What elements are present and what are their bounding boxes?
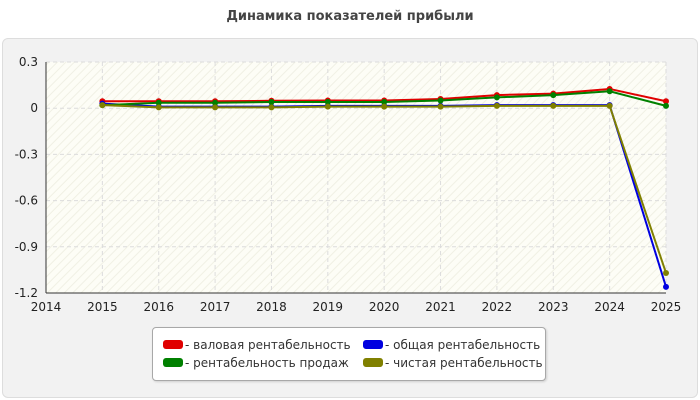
legend-item-0: - валовая рентабельность bbox=[163, 336, 351, 354]
y-tick-label: 0 bbox=[30, 101, 38, 115]
legend-swatch-2 bbox=[163, 358, 183, 367]
data-point-2 bbox=[212, 99, 219, 106]
chart-title: Динамика показателей прибыли bbox=[226, 9, 474, 24]
legend-swatch-3 bbox=[363, 358, 383, 367]
data-point-2 bbox=[493, 94, 500, 101]
data-point-3 bbox=[155, 104, 162, 111]
x-tick-label: 2016 bbox=[143, 300, 174, 314]
x-tick-label: 2019 bbox=[313, 300, 344, 314]
y-tick-label: -0.9 bbox=[15, 240, 38, 254]
data-point-2 bbox=[268, 99, 275, 106]
legend-item-3: - чистая рентабельность bbox=[363, 354, 543, 372]
x-tick-label: 2015 bbox=[87, 300, 118, 314]
data-point-3 bbox=[99, 102, 106, 109]
legend-swatch-0 bbox=[163, 340, 183, 349]
data-point-2 bbox=[663, 102, 669, 109]
data-point-3 bbox=[268, 104, 275, 111]
x-tick-label: 2020 bbox=[369, 300, 400, 314]
data-point-2 bbox=[550, 92, 557, 99]
data-point-3 bbox=[606, 102, 613, 109]
data-point-2 bbox=[606, 88, 613, 95]
data-point-2 bbox=[437, 97, 444, 104]
x-tick-label: 2024 bbox=[594, 300, 625, 314]
data-point-3 bbox=[324, 103, 331, 110]
data-point-3 bbox=[212, 104, 219, 111]
x-tick-label: 2021 bbox=[425, 300, 456, 314]
data-point-2 bbox=[155, 99, 162, 106]
legend-swatch-1 bbox=[363, 340, 383, 349]
x-tick-label: 2018 bbox=[256, 300, 287, 314]
legend-item-1: - общая рентабельность bbox=[363, 336, 540, 354]
data-point-2 bbox=[381, 99, 388, 106]
data-point-2 bbox=[324, 99, 331, 106]
data-point-1 bbox=[663, 283, 669, 290]
y-tick-label: -1.2 bbox=[15, 286, 38, 300]
data-point-0 bbox=[663, 98, 669, 105]
x-tick-label: 2023 bbox=[538, 300, 569, 314]
plot-area bbox=[46, 62, 666, 293]
legend-label-3: - чистая рентабельность bbox=[385, 356, 543, 370]
x-tick-label: 2014 bbox=[31, 300, 62, 314]
legend: - валовая рентабельность - общая рентабе… bbox=[152, 327, 546, 381]
data-point-3 bbox=[381, 103, 388, 110]
x-tick-label: 2022 bbox=[482, 300, 513, 314]
y-tick-label: 0.3 bbox=[19, 55, 38, 69]
legend-item-2: - рентабельность продаж bbox=[163, 354, 349, 372]
y-tick-label: -0.6 bbox=[15, 194, 38, 208]
legend-label-0: - валовая рентабельность bbox=[185, 338, 351, 352]
legend-label-1: - общая рентабельность bbox=[385, 338, 541, 352]
y-tick-label: -0.3 bbox=[15, 147, 38, 161]
x-tick-label: 2025 bbox=[651, 300, 682, 314]
data-point-3 bbox=[663, 269, 669, 276]
data-point-3 bbox=[550, 102, 557, 109]
x-tick-label: 2017 bbox=[200, 300, 231, 314]
legend-label-2: - рентабельность продаж bbox=[185, 356, 349, 370]
data-point-3 bbox=[493, 102, 500, 109]
data-point-3 bbox=[437, 103, 444, 110]
